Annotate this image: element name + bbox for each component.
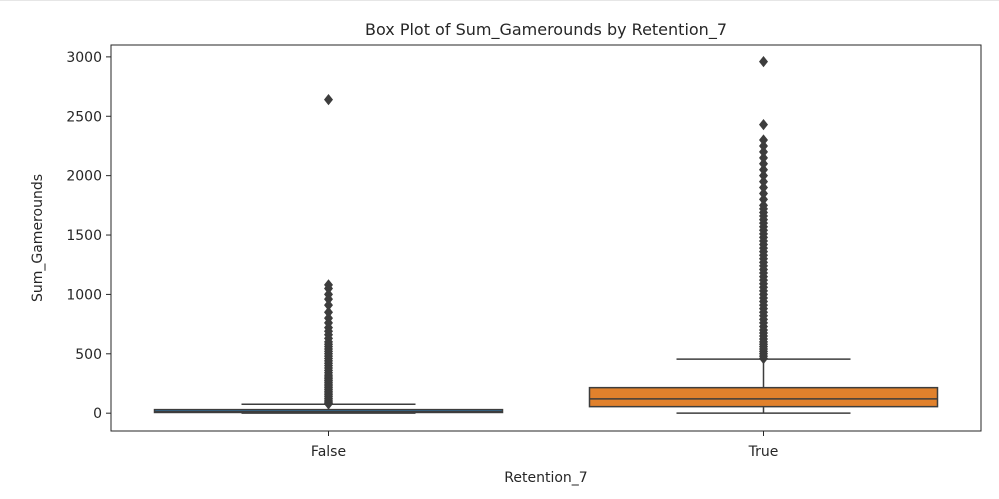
plot-marks [153, 56, 939, 414]
outlier-point [759, 152, 768, 164]
outlier-point [324, 306, 333, 318]
outlier-point [759, 134, 768, 146]
x-tick-label: False [311, 444, 346, 460]
x-tick-label: True [748, 444, 779, 460]
outlier-point [324, 288, 333, 301]
outlier-point [759, 181, 768, 194]
y-tick-label: 3000 [66, 50, 102, 66]
outlier-point [759, 146, 768, 158]
y-tick-label: 1500 [66, 228, 102, 244]
box-iqr [588, 386, 939, 408]
top-divider [0, 0, 999, 1]
outlier-point [759, 187, 768, 200]
outlier-point [759, 164, 768, 176]
outlier-point [759, 118, 768, 131]
outlier-point [759, 193, 768, 206]
y-tick-label: 500 [75, 347, 102, 363]
box-group-false [153, 94, 504, 414]
axes: 0 500 1000 1500 2000 2500 3000 False True [66, 50, 778, 460]
y-tick-label: 1000 [66, 287, 102, 303]
y-tick-label: 2500 [66, 109, 102, 125]
outlier-point [759, 140, 768, 152]
outlier-point [759, 56, 768, 68]
chart-title: Box Plot of Sum_Gamerounds by Retention_… [365, 20, 727, 40]
outlier-point [324, 94, 333, 106]
outlier-point [759, 158, 768, 170]
y-tick-label: 2000 [66, 169, 102, 185]
box-group-true [588, 56, 939, 414]
outlier-point [324, 279, 333, 291]
plot-frame [110, 44, 982, 432]
outlier-point [324, 299, 333, 311]
outlier-point [759, 170, 768, 182]
outlier-point [759, 199, 768, 211]
outlier-point [759, 175, 768, 188]
x-axis-label: Retention_7 [504, 470, 587, 486]
outlier-point [324, 312, 333, 324]
y-axis-label: Sum_Gamerounds [30, 174, 46, 302]
y-tick-label: 0 [93, 406, 102, 422]
